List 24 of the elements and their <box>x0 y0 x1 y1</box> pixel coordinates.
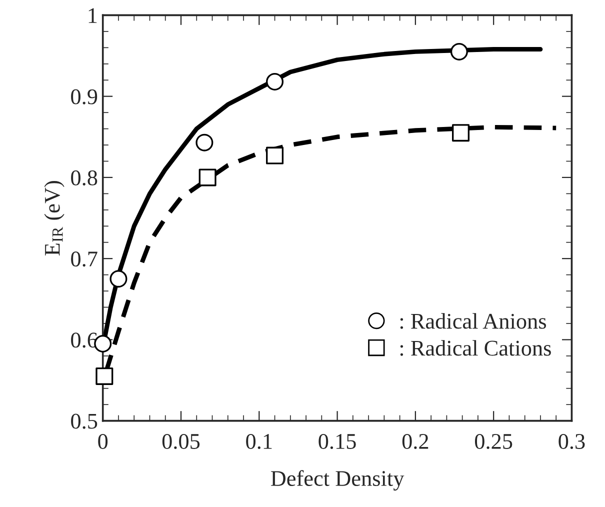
y-axis-title: E$_{IR}$ (eV) <box>44 181 64 256</box>
y-tick-label: 0.7 <box>71 252 98 267</box>
y-tick-label: 1 <box>88 8 97 23</box>
x-tick-label: 0.25 <box>474 434 512 450</box>
x-tick-label: 0 <box>98 434 108 449</box>
point <box>196 134 214 152</box>
x-tick-label: 0.2 <box>402 434 428 450</box>
point <box>450 42 468 60</box>
point <box>198 168 216 186</box>
x-axis-title: Defect Density <box>270 470 404 491</box>
y-tick-label: 0.9 <box>71 89 98 104</box>
point <box>110 270 128 288</box>
point <box>266 146 284 164</box>
x-tick-label: 0.05 <box>162 434 200 450</box>
legend-label: : Radical Cations <box>400 340 551 356</box>
y-tick-label: 0.8 <box>71 170 98 186</box>
x-tick-label: 0.15 <box>318 434 356 450</box>
point <box>96 367 114 385</box>
legend-label: : Radical Anions <box>400 313 546 329</box>
y-tick-label: 0.5 <box>71 414 98 429</box>
point <box>266 72 284 90</box>
x-tick-label: 0.1 <box>246 434 272 450</box>
x-tick-label: 0.3 <box>558 434 585 450</box>
point <box>452 124 470 142</box>
